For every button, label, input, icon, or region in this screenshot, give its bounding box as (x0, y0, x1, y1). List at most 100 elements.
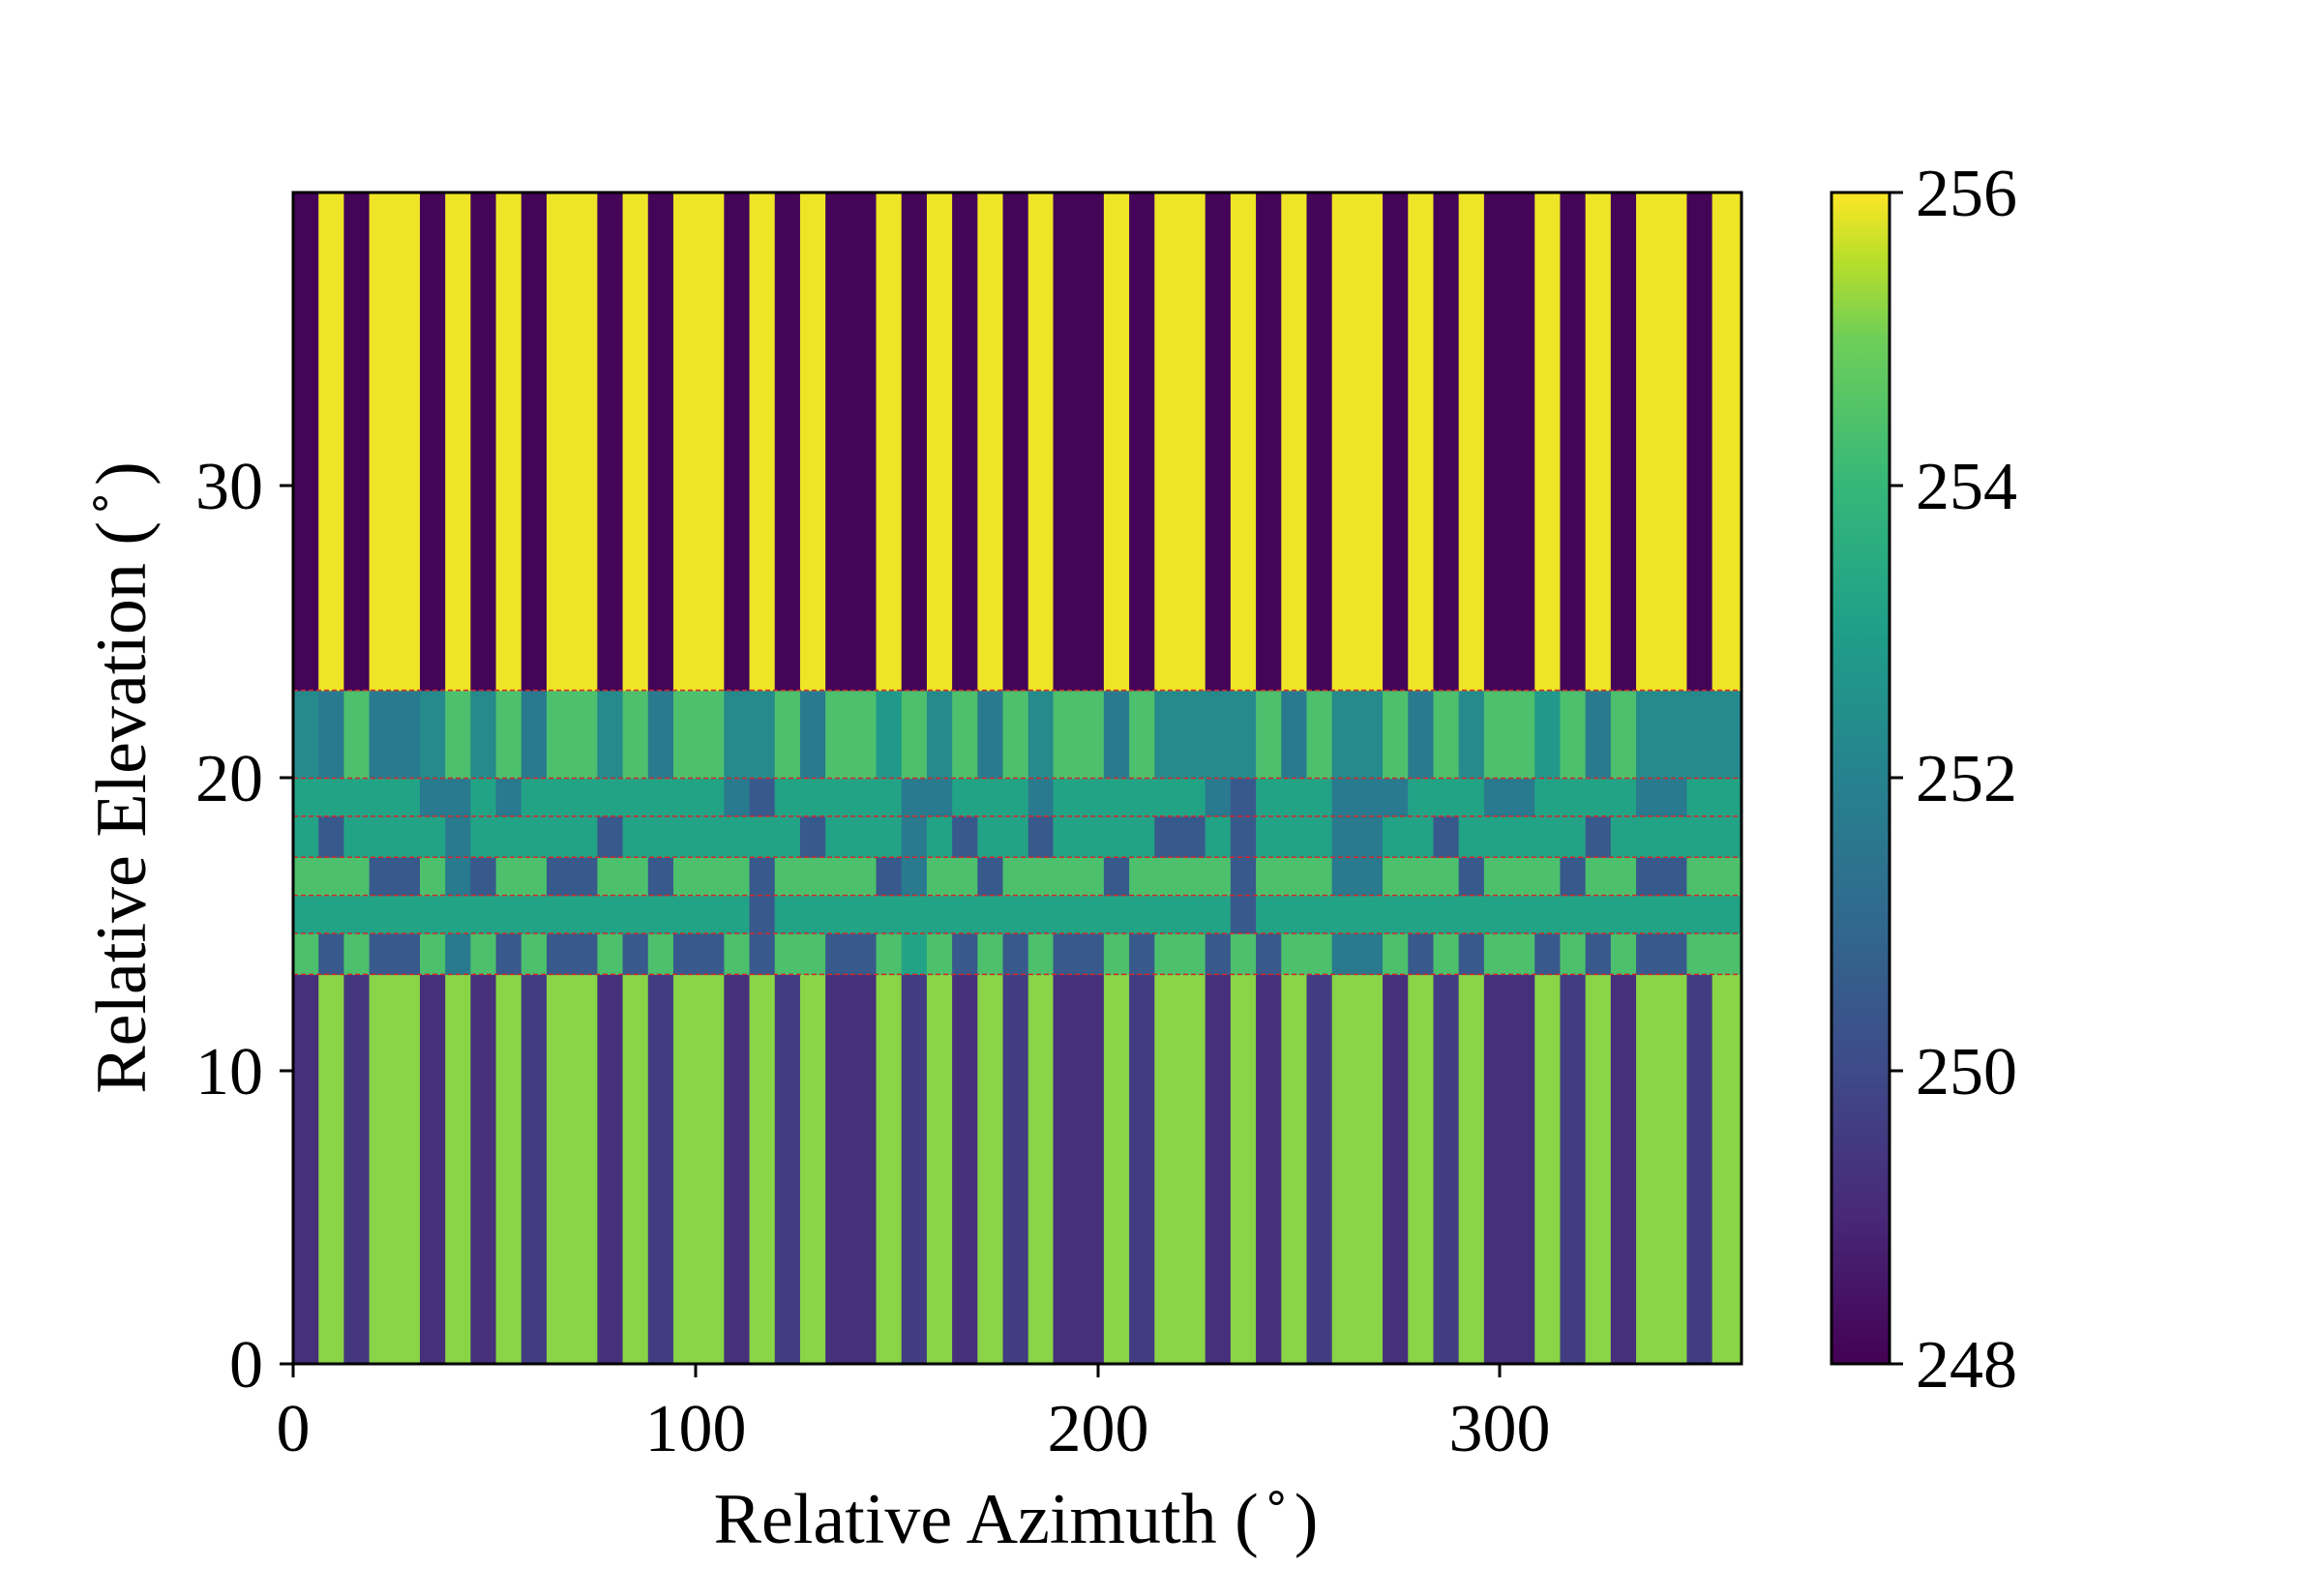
heatmap-cell (1483, 778, 1535, 817)
heatmap-cell (724, 192, 751, 692)
heatmap-cell (647, 932, 674, 975)
heatmap-cell (521, 932, 548, 975)
heatmap-cell (1534, 974, 1562, 1365)
heatmap-cell (1483, 815, 1535, 858)
heatmap-cell (318, 895, 344, 934)
colorbar-tick-label: 248 (1916, 1328, 2017, 1403)
heatmap-cell (1002, 857, 1029, 897)
heatmap-cell (1002, 815, 1029, 858)
heatmap-cell (1433, 778, 1460, 817)
heatmap-cell (470, 815, 497, 858)
heatmap-cell (521, 778, 548, 817)
heatmap-cell (495, 932, 522, 975)
heatmap-cell (1256, 974, 1282, 1365)
heatmap-cell (647, 857, 674, 897)
heatmap-cell (1560, 192, 1587, 692)
heatmap-cell (1027, 932, 1055, 975)
heatmap-cell (546, 192, 598, 692)
colorbar-tick-label: 256 (1916, 157, 2017, 231)
heatmap-cell (876, 895, 903, 934)
heatmap-cell (1053, 192, 1105, 692)
heatmap-cell (1458, 778, 1485, 817)
heatmap-cell (1383, 895, 1409, 934)
heatmap-cell (876, 815, 903, 858)
heatmap-cell (622, 815, 649, 858)
heatmap-cell (926, 932, 953, 975)
heatmap-cell (1560, 857, 1587, 897)
heatmap-cell (1458, 857, 1485, 897)
heatmap-cell (369, 974, 421, 1365)
heatmap-cell (774, 690, 801, 780)
heatmap-cell (724, 778, 751, 817)
x-tick-label: 300 (1449, 1392, 1551, 1466)
heatmap-cell (1306, 857, 1333, 897)
heatmap-cell (977, 778, 1004, 817)
heatmap-cell (952, 857, 978, 897)
heatmap-cell (470, 932, 497, 975)
heatmap-cell (647, 895, 674, 934)
heatmap-cell (799, 895, 826, 934)
heatmap-cell (724, 857, 751, 897)
heatmap-cell (1103, 895, 1130, 934)
heatmap-cell (672, 932, 725, 975)
heatmap-cell (1230, 857, 1257, 897)
heatmap-cell (318, 932, 344, 975)
heatmap-cell (774, 778, 801, 817)
heatmap-cell (1331, 192, 1384, 692)
heatmap-cell (1002, 192, 1029, 692)
heatmap-cell (1331, 932, 1384, 975)
heatmap-cell (445, 815, 471, 858)
heatmap-cell (1027, 974, 1055, 1365)
heatmap-cell (1636, 815, 1688, 858)
heatmap-cell (369, 815, 421, 858)
heatmap-cell (1053, 932, 1105, 975)
heatmap-cell (749, 690, 776, 780)
heatmap-cell (1331, 895, 1384, 934)
heatmap-cell (1281, 895, 1308, 934)
heatmap-cell (1281, 932, 1308, 975)
heatmap-cell (1433, 815, 1460, 858)
heatmap-cell (1712, 192, 1742, 692)
heatmap-cell (1281, 974, 1308, 1365)
heatmap-cell (1483, 932, 1535, 975)
heatmap-cell (672, 815, 725, 858)
heatmap-cell (369, 857, 421, 897)
heatmap-cell (901, 974, 928, 1365)
heatmap-cell (672, 192, 725, 692)
heatmap-cell (749, 932, 776, 975)
heatmap-cell (672, 974, 725, 1365)
y-tick-label: 30 (195, 450, 263, 524)
heatmap-cell (597, 192, 624, 692)
heatmap-cell (369, 690, 421, 780)
heatmap-cell (495, 690, 522, 780)
heatmap-cell (1002, 778, 1029, 817)
heatmap-cell (1383, 778, 1409, 817)
heatmap-cell (952, 778, 978, 817)
heatmap-cell (521, 815, 548, 858)
heatmap-cell (445, 857, 471, 897)
heatmap-cell (343, 932, 371, 975)
heatmap-cell (343, 857, 371, 897)
y-tick-label: 0 (229, 1328, 263, 1403)
heatmap-cell (724, 895, 751, 934)
heatmap-cell (1129, 690, 1155, 780)
heatmap-cell (546, 690, 598, 780)
heatmap-cell (369, 192, 421, 692)
heatmap-cell (1103, 857, 1130, 897)
heatmap-cell (1103, 192, 1130, 692)
heatmap-cell (1256, 895, 1282, 934)
heatmap-cell (1281, 778, 1308, 817)
heatmap-cell (1103, 974, 1130, 1365)
heatmap-cell (825, 857, 878, 897)
heatmap-cell (622, 857, 649, 897)
heatmap-cell (1585, 932, 1612, 975)
heatmap-cell (1306, 778, 1333, 817)
heatmap-cell (1712, 690, 1742, 780)
heatmap-cell (774, 974, 801, 1365)
heatmap-cell (901, 778, 928, 817)
heatmap-cell (724, 974, 751, 1365)
heatmap-cell (1053, 778, 1105, 817)
heatmap-cell (470, 895, 497, 934)
heatmap-cell (622, 895, 649, 934)
heatmap-cell (1408, 192, 1435, 692)
